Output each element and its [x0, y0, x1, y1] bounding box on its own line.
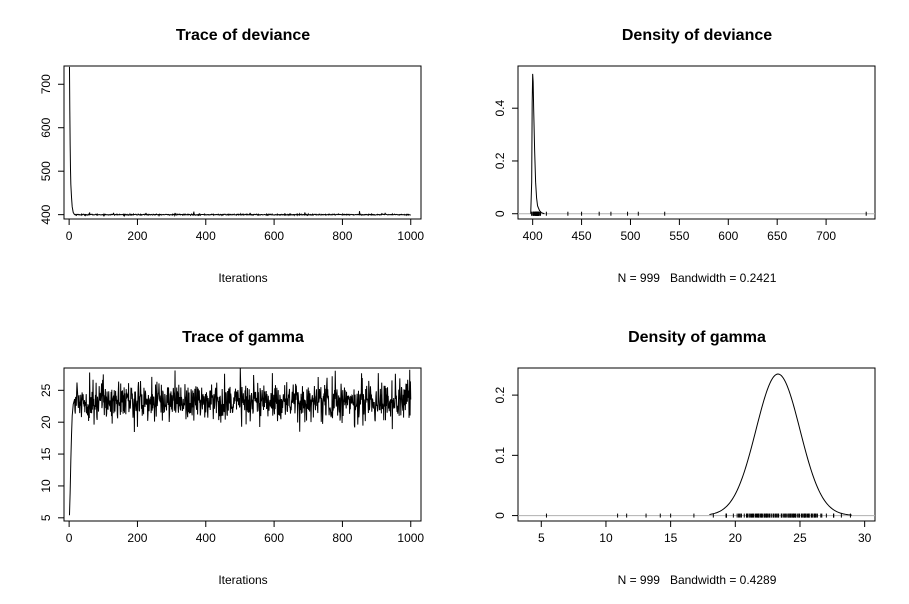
x-tick-label: 450 [572, 229, 592, 243]
x-tick-label: 200 [127, 229, 147, 243]
density-curve [530, 73, 545, 215]
x-axis-label: Iterations [218, 573, 267, 587]
plot-area [518, 373, 875, 518]
plot-frame [517, 367, 876, 522]
chart-title: Density of deviance [622, 27, 772, 44]
y-tick-label: 10 [39, 479, 53, 493]
panel-trace-gamma: Trace of gamma 0 200 400 600 800 1000 5 10 15 20 2… [39, 329, 424, 587]
chart-title: Density of gamma [628, 329, 766, 346]
trace-line [68, 66, 411, 218]
x-tick-label: 10 [599, 531, 613, 545]
plot-area [68, 368, 412, 516]
x-tick-label: 15 [664, 531, 678, 545]
density-curve [709, 373, 852, 516]
y-tick-label: 0 [493, 210, 507, 217]
chart-title: Trace of gamma [182, 329, 304, 346]
axis-ticks: 5 10 15 20 25 30 0 0.1 0.2 [493, 386, 872, 545]
x-tick-label: 400 [523, 229, 543, 243]
trace-line [68, 368, 412, 516]
x-tick-label: 650 [767, 229, 787, 243]
y-tick-label: 0.1 [493, 447, 507, 464]
x-axis-label: N = 999 Bandwidth = 0.2421 [618, 271, 777, 285]
y-tick-label: 0.2 [493, 386, 507, 403]
y-tick-label: 700 [39, 74, 53, 94]
x-tick-label: 400 [196, 229, 216, 243]
axis-ticks: 0 200 400 600 800 1000 5 10 15 20 25 [39, 383, 424, 545]
axis-ticks: 0 200 400 600 800 1000 400 500 600 700 [39, 74, 424, 243]
axis-ticks: 400 450 500 550 600 650 700 0 0.2 0.4 [493, 100, 836, 243]
panel-density-deviance: Density of deviance 400 450 500 550 600 650 70… [493, 27, 876, 285]
x-tick-label: 30 [858, 531, 872, 545]
plot-frame [63, 65, 422, 220]
plot-frame [517, 65, 876, 220]
y-tick-label: 400 [39, 204, 53, 224]
x-tick-label: 20 [729, 531, 743, 545]
x-tick-label: 1000 [397, 531, 424, 545]
x-tick-label: 500 [620, 229, 640, 243]
x-axis-label: N = 999 Bandwidth = 0.4289 [618, 573, 777, 587]
x-tick-label: 25 [793, 531, 807, 545]
panel-trace-deviance: Trace of deviance 0 200 400 600 800 1000 400 50… [39, 27, 424, 285]
x-tick-label: 0 [66, 229, 73, 243]
x-tick-label: 800 [332, 531, 352, 545]
x-tick-label: 400 [196, 531, 216, 545]
y-tick-label: 15 [39, 447, 53, 461]
x-tick-label: 550 [669, 229, 689, 243]
x-tick-label: 200 [127, 531, 147, 545]
plot-area [518, 73, 875, 216]
x-tick-label: 800 [332, 229, 352, 243]
x-tick-label: 5 [538, 531, 545, 545]
y-tick-label: 25 [39, 383, 53, 397]
plot-frame [63, 367, 422, 522]
y-tick-label: 600 [39, 117, 53, 137]
x-tick-label: 600 [264, 531, 284, 545]
panel-density-gamma: Density of gamma 5 10 15 20 25 30 0 0.1 0.2 N = … [493, 329, 876, 587]
y-tick-label: 0.2 [493, 152, 507, 169]
x-tick-label: 1000 [397, 229, 424, 243]
x-axis-label: Iterations [218, 271, 267, 285]
y-tick-label: 0.4 [493, 100, 507, 117]
chart-title: Trace of deviance [176, 27, 310, 44]
x-tick-label: 0 [66, 531, 73, 545]
y-tick-label: 500 [39, 161, 53, 181]
x-tick-label: 600 [718, 229, 738, 243]
x-tick-label: 600 [264, 229, 284, 243]
y-tick-label: 5 [39, 514, 53, 521]
plot-area [68, 66, 411, 218]
x-tick-label: 700 [816, 229, 836, 243]
y-tick-label: 20 [39, 415, 53, 429]
y-tick-label: 0 [493, 512, 507, 519]
